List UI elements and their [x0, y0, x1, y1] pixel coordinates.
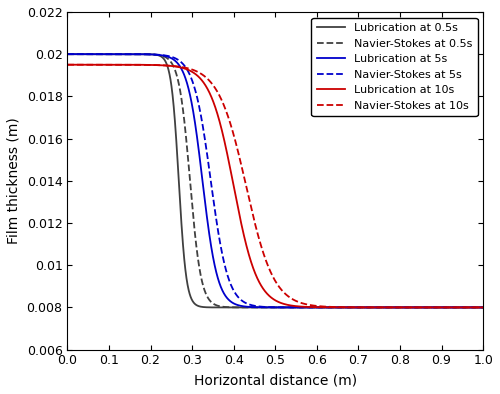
Lubrication at 5s — [472, 305, 478, 310]
Y-axis label: Film thickness (m): Film thickness (m) — [7, 117, 21, 244]
Lubrication at 0.5s — [242, 305, 248, 310]
Navier-Stokes at 0.5s — [112, 52, 118, 56]
Lubrication at 10s — [472, 305, 478, 310]
Lubrication at 10s — [224, 150, 230, 154]
Navier-Stokes at 0.5s — [393, 305, 399, 310]
Navier-Stokes at 0.5s — [472, 305, 478, 310]
Lubrication at 10s — [64, 62, 70, 67]
Lubrication at 10s — [136, 62, 142, 67]
Lubrication at 10s — [480, 305, 486, 310]
Lubrication at 5s — [472, 305, 478, 310]
Line: Navier-Stokes at 10s: Navier-Stokes at 10s — [68, 65, 483, 307]
Navier-Stokes at 0.5s — [64, 52, 70, 56]
Navier-Stokes at 5s — [242, 300, 248, 305]
Legend: Lubrication at 0.5s, Navier-Stokes at 0.5s, Lubrication at 5s, Navier-Stokes at : Lubrication at 0.5s, Navier-Stokes at 0.… — [312, 17, 478, 116]
Navier-Stokes at 5s — [427, 305, 433, 310]
Lubrication at 5s — [224, 295, 230, 300]
Lubrication at 0.5s — [316, 305, 322, 310]
Line: Navier-Stokes at 0.5s: Navier-Stokes at 0.5s — [68, 54, 483, 307]
Navier-Stokes at 10s — [472, 305, 478, 310]
Lubrication at 5s — [112, 52, 118, 56]
Lubrication at 0.5s — [136, 52, 142, 56]
Line: Navier-Stokes at 5s: Navier-Stokes at 5s — [68, 54, 483, 307]
Navier-Stokes at 10s — [427, 305, 433, 310]
Navier-Stokes at 10s — [224, 110, 230, 115]
Lubrication at 5s — [427, 305, 433, 310]
Lubrication at 10s — [242, 237, 248, 242]
Lubrication at 10s — [427, 305, 433, 310]
Navier-Stokes at 10s — [64, 62, 70, 67]
Navier-Stokes at 0.5s — [480, 305, 486, 310]
Lubrication at 0.5s — [480, 305, 486, 310]
Navier-Stokes at 0.5s — [224, 305, 230, 309]
Navier-Stokes at 5s — [224, 271, 230, 275]
Navier-Stokes at 5s — [480, 305, 486, 310]
Lubrication at 0.5s — [428, 305, 434, 310]
Lubrication at 5s — [64, 52, 70, 56]
Navier-Stokes at 5s — [112, 52, 118, 56]
Lubrication at 0.5s — [224, 305, 230, 310]
Navier-Stokes at 10s — [242, 178, 248, 183]
Lubrication at 5s — [480, 305, 486, 310]
Lubrication at 5s — [136, 52, 142, 57]
Lubrication at 0.5s — [112, 52, 118, 56]
Navier-Stokes at 5s — [472, 305, 478, 310]
Line: Lubrication at 10s: Lubrication at 10s — [68, 65, 483, 307]
Navier-Stokes at 5s — [136, 52, 142, 57]
Navier-Stokes at 10s — [136, 63, 142, 67]
Lubrication at 0.5s — [64, 52, 70, 56]
Lubrication at 5s — [242, 304, 248, 309]
Lubrication at 10s — [112, 62, 118, 67]
Lubrication at 0.5s — [472, 305, 478, 310]
X-axis label: Horizontal distance (m): Horizontal distance (m) — [194, 373, 357, 387]
Line: Lubrication at 5s: Lubrication at 5s — [68, 54, 483, 307]
Navier-Stokes at 0.5s — [242, 305, 248, 310]
Navier-Stokes at 5s — [64, 52, 70, 56]
Navier-Stokes at 0.5s — [428, 305, 434, 310]
Navier-Stokes at 10s — [480, 305, 486, 310]
Navier-Stokes at 0.5s — [136, 52, 142, 57]
Line: Lubrication at 0.5s: Lubrication at 0.5s — [68, 54, 483, 307]
Navier-Stokes at 10s — [112, 62, 118, 67]
